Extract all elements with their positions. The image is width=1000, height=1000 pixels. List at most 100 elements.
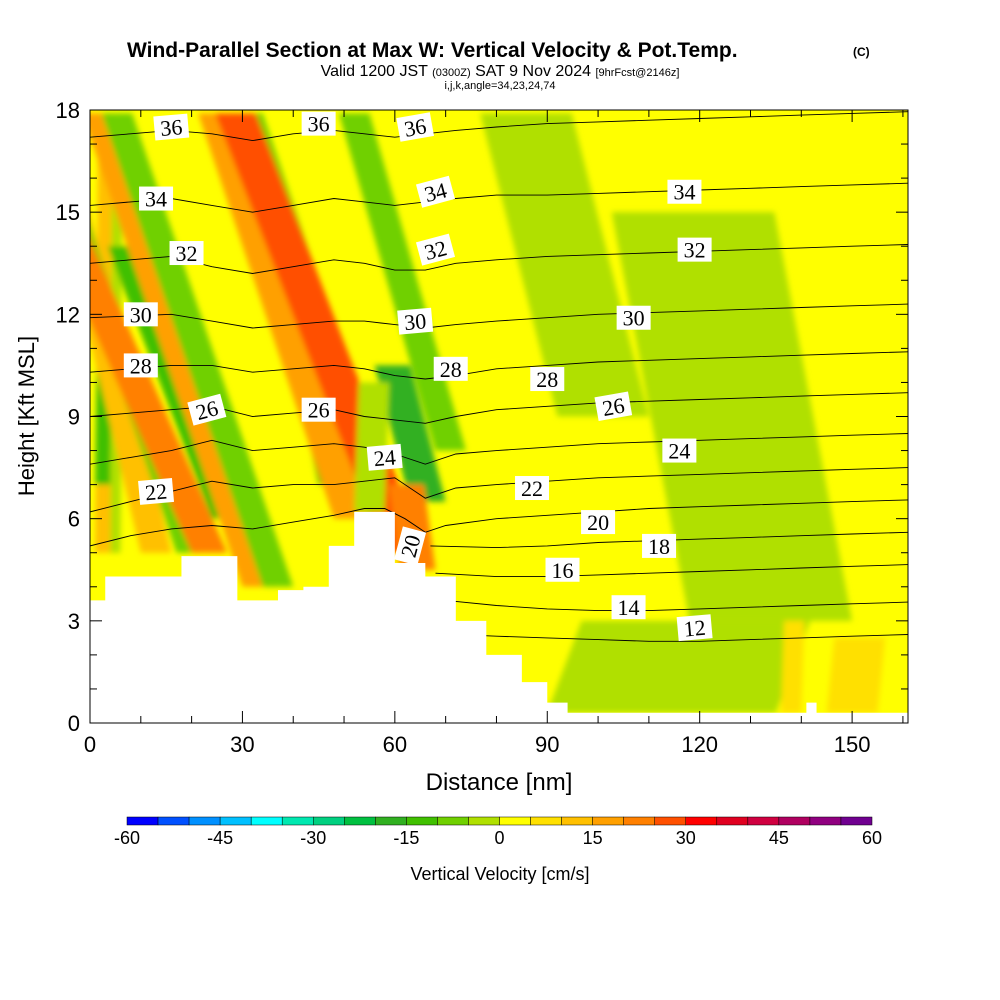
colorbar-tick-label: 60 <box>862 828 882 848</box>
colorbar-swatch <box>561 816 593 826</box>
colorbar-swatch <box>375 816 407 826</box>
colorbar-swatch <box>157 816 190 826</box>
contour-label-box <box>662 438 697 463</box>
colorbar-swatch <box>840 816 873 826</box>
colorbar-swatch <box>685 816 718 826</box>
contour-label-text: 28 <box>536 367 558 392</box>
contour-label: 14 <box>611 595 646 620</box>
x-axis-label: Distance [nm] <box>426 769 573 796</box>
valid-date: SAT 9 Nov 2024 <box>475 63 591 80</box>
x-tick-label: 30 <box>230 732 254 757</box>
theta-contour-20 <box>90 499 908 547</box>
contour-label-box <box>415 233 456 266</box>
contour-label-box <box>187 393 227 426</box>
y-tick-label: 0 <box>68 711 80 736</box>
colorbar: -60 -45 -30 -15 0 15 30 45 60 <box>114 816 882 848</box>
contour-label: 34 <box>667 179 702 205</box>
colorbar-swatch <box>716 816 749 826</box>
contour-label-box <box>594 391 633 422</box>
contour-label-text: 36 <box>159 114 183 141</box>
forecast-label: [9hrFcst@2146z] <box>595 67 679 79</box>
colorbar-swatch <box>592 816 624 826</box>
colorbar-tick-label: 45 <box>769 828 789 848</box>
contour-label-text: 36 <box>402 113 428 141</box>
valid-utc: (0300Z) <box>432 67 471 79</box>
colorbar-swatch <box>778 816 811 826</box>
w-feature-downdraft <box>374 365 446 502</box>
colorbar-swatch <box>406 816 438 826</box>
contour-label-box <box>123 302 158 327</box>
colorbar-swatch <box>281 816 314 826</box>
contour-label-text: 32 <box>176 241 198 266</box>
contour-label-box <box>616 305 651 330</box>
contour-label-text: 24 <box>668 439 690 464</box>
contour-label-text: 16 <box>552 558 574 583</box>
contour-label: 28 <box>123 353 158 378</box>
w-feature-downdraft <box>480 113 649 417</box>
y-tick-label: 18 <box>56 98 80 123</box>
x-tick-label: 120 <box>681 732 718 757</box>
contour-label: 36 <box>396 112 434 142</box>
colorbar-swatch <box>809 816 842 826</box>
contour-label: 28 <box>433 356 468 382</box>
contour-label: 26 <box>301 397 336 423</box>
contour-label: 22 <box>515 476 550 501</box>
contour-label-box <box>677 237 712 262</box>
x-tick-label: 0 <box>84 732 96 757</box>
contour-label-box <box>396 112 434 142</box>
contour-label-text: 12 <box>683 615 707 642</box>
contour-label: 24 <box>366 443 403 471</box>
contour-label: 30 <box>123 302 158 327</box>
colorbar-swatch <box>344 816 376 826</box>
colorbar-tick-label: -60 <box>114 828 140 848</box>
contour-label: 26 <box>594 391 633 422</box>
contour-label: 20 <box>394 526 427 566</box>
x-tick-label: 60 <box>383 732 407 757</box>
colorbar-tick-label: -45 <box>207 828 233 848</box>
colorbar-swatch <box>623 816 655 826</box>
colorbar-swatch <box>747 816 780 826</box>
contour-label-box <box>138 477 175 505</box>
contour-label-text: 14 <box>618 595 640 620</box>
theta-contour-32 <box>90 244 908 274</box>
contour-label-text: 18 <box>648 534 670 559</box>
contour-label-box <box>415 175 456 208</box>
contour-label: 30 <box>616 305 651 331</box>
contour-label-text: 34 <box>145 187 167 212</box>
contour-label: 28 <box>530 367 565 392</box>
contour-label-text: 22 <box>144 479 168 506</box>
theta-contour-16 <box>435 564 908 578</box>
contour-label-box <box>366 443 403 471</box>
contour-label-box <box>169 241 204 266</box>
contour-label-text: 24 <box>373 444 397 471</box>
contour-label-box <box>394 526 427 566</box>
colorbar-label: Vertical Velocity [cm/s] <box>410 864 589 884</box>
y-tick-label: 15 <box>56 200 80 225</box>
w-feature-updraft <box>780 620 805 713</box>
contour-label-text: 32 <box>684 238 706 263</box>
theta-contour-30 <box>90 303 908 329</box>
y-tick-label: 12 <box>56 302 80 327</box>
theta-contour-24 <box>90 433 908 465</box>
colorbar-swatch <box>654 816 686 826</box>
contour-label: 26 <box>187 393 227 426</box>
theta-contour-14 <box>445 599 908 612</box>
w-feature-downdraft <box>101 113 294 587</box>
colorbar-swatch <box>219 816 252 826</box>
theta-contour-12 <box>455 634 908 642</box>
vertical-velocity-field <box>90 113 886 713</box>
contour-label-box <box>123 353 158 378</box>
contour-label: 34 <box>139 186 174 212</box>
contour-label-box <box>301 397 336 422</box>
contour-label-text: 36 <box>308 112 330 137</box>
contour-label-text: 30 <box>403 308 427 335</box>
y-tick-label: 6 <box>68 507 80 532</box>
w-feature-downdraft <box>611 212 853 621</box>
contour-label: 32 <box>415 233 456 266</box>
contour-label-text: 22 <box>521 476 543 501</box>
colorbar-tick-label: -15 <box>393 828 419 848</box>
w-feature-updraft <box>826 637 886 713</box>
colorbar-swatch <box>250 816 283 826</box>
